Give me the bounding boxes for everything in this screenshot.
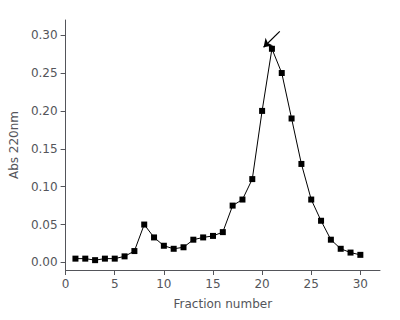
- svg-text:Abs 220nm: Abs 220nm: [7, 111, 21, 179]
- svg-text:0.30: 0.30: [31, 28, 58, 42]
- svg-text:0.10: 0.10: [31, 180, 58, 194]
- svg-text:10: 10: [156, 277, 171, 291]
- svg-text:0.15: 0.15: [31, 142, 58, 156]
- svg-text:0.20: 0.20: [31, 104, 58, 118]
- svg-text:Fraction number: Fraction number: [174, 297, 273, 311]
- svg-text:0: 0: [62, 277, 70, 291]
- svg-text:0.00: 0.00: [31, 255, 58, 269]
- svg-text:15: 15: [205, 277, 220, 291]
- svg-text:30: 30: [353, 277, 368, 291]
- svg-text:0.05: 0.05: [31, 218, 58, 232]
- svg-text:5: 5: [111, 277, 119, 291]
- svg-text:25: 25: [304, 277, 319, 291]
- svg-text:20: 20: [254, 277, 269, 291]
- svg-text:0.25: 0.25: [31, 66, 58, 80]
